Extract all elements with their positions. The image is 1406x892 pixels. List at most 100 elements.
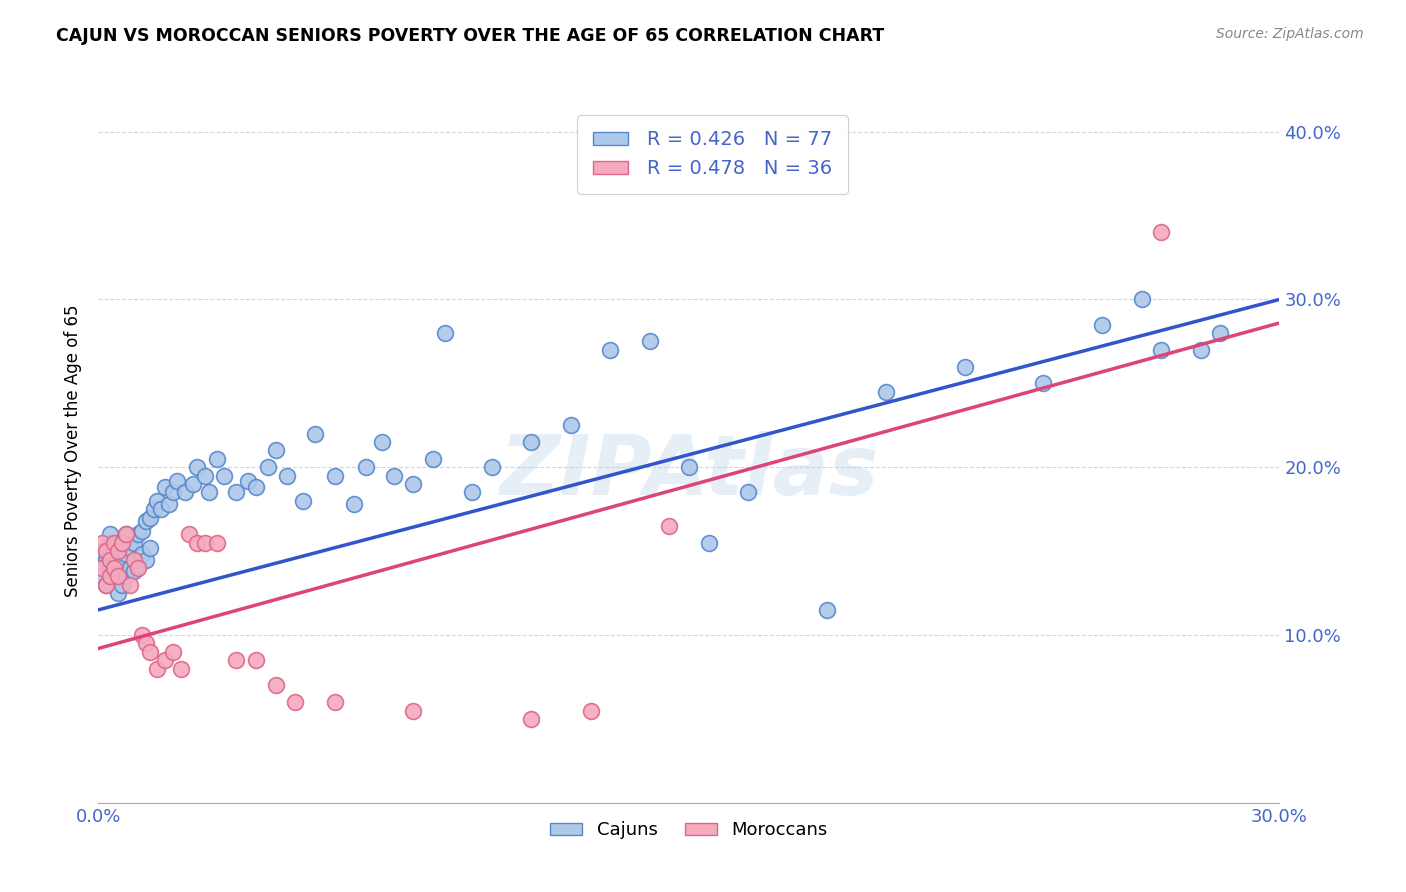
Point [402,704,425,718]
Point [122,552,145,566]
Point [197,485,219,500]
Point [111,577,134,591]
Point [697,535,720,549]
Point [323,695,346,709]
Point [115,569,138,583]
Point [103,569,125,583]
Point [96,544,118,558]
Point [225,485,247,500]
Point [131,548,153,562]
Point [599,343,621,357]
Point [245,653,267,667]
Point [162,645,184,659]
Point [276,468,298,483]
Point [174,485,197,500]
Point [205,451,228,466]
Point [166,474,188,488]
Point [118,561,141,575]
Point [138,541,160,555]
Point [461,485,484,500]
Legend: Cajuns, Moroccans: Cajuns, Moroccans [543,814,835,847]
Point [737,485,759,500]
Point [127,561,149,575]
Point [131,524,153,538]
Point [658,519,681,533]
Point [122,564,145,578]
Point [118,541,141,555]
Text: Source: ZipAtlas.com: Source: ZipAtlas.com [1216,27,1364,41]
Point [118,577,141,591]
Point [815,603,838,617]
Point [560,418,582,433]
Point [127,527,149,541]
Point [343,497,366,511]
Point [402,477,425,491]
Point [107,586,129,600]
Text: CAJUN VS MOROCCAN SENIORS POVERTY OVER THE AGE OF 65 CORRELATION CHART: CAJUN VS MOROCCAN SENIORS POVERTY OVER T… [56,27,884,45]
Point [181,477,204,491]
Point [155,653,177,667]
Point [194,468,217,483]
Point [1130,293,1153,307]
Point [579,704,602,718]
Point [150,502,173,516]
Point [214,468,236,483]
Point [186,535,208,549]
Point [264,443,287,458]
Point [382,468,405,483]
Point [146,662,169,676]
Point [371,435,394,450]
Point [138,510,160,524]
Point [98,561,121,575]
Point [135,514,157,528]
Point [236,474,259,488]
Point [157,497,180,511]
Y-axis label: Seniors Poverty Over the Age of 65: Seniors Poverty Over the Age of 65 [63,304,82,597]
Point [98,527,121,541]
Point [284,695,307,709]
Point [354,460,377,475]
Point [107,569,129,583]
Point [91,535,114,549]
Point [1091,318,1114,332]
Point [103,561,125,575]
Point [138,645,160,659]
Point [225,653,247,667]
Point [162,485,184,500]
Point [875,384,897,399]
Point [98,552,121,566]
Point [1032,376,1054,391]
Point [433,326,456,340]
Point [520,712,543,726]
Point [1150,225,1173,239]
Point [638,334,661,349]
Point [256,460,278,475]
Point [107,535,129,549]
Point [292,493,315,508]
Point [1189,343,1212,357]
Point [98,569,121,583]
Point [131,628,153,642]
Point [422,451,444,466]
Point [481,460,503,475]
Point [111,552,134,566]
Point [1209,326,1232,340]
Point [953,359,976,374]
Point [142,502,165,516]
Point [103,535,125,549]
Point [146,493,169,508]
Point [103,544,125,558]
Point [155,480,177,494]
Point [91,569,114,583]
Point [122,535,145,549]
Point [323,468,346,483]
Point [304,426,326,441]
Point [96,552,118,566]
Point [96,577,118,591]
Point [177,527,200,541]
Point [1150,343,1173,357]
Point [91,544,114,558]
Point [107,544,129,558]
Point [194,535,217,549]
Point [91,561,114,575]
